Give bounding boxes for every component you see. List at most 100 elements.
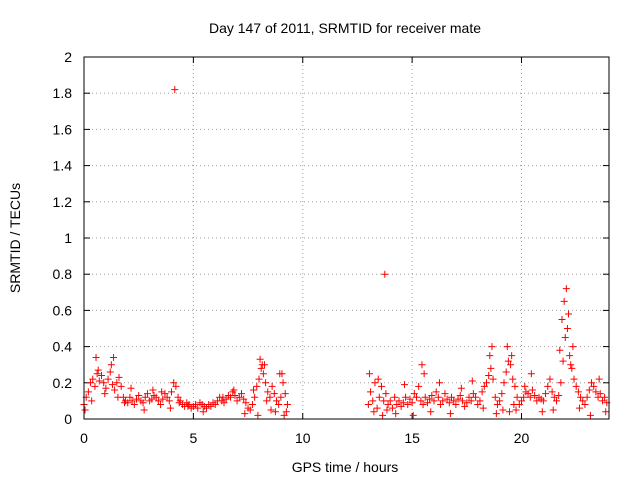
data-point <box>596 390 604 398</box>
data-point <box>581 401 589 409</box>
data-point <box>95 377 103 385</box>
data-point <box>583 393 591 401</box>
data-point <box>474 401 482 409</box>
data-point <box>437 401 445 409</box>
y-tick-label: 0.6 <box>53 302 73 318</box>
data-point <box>130 401 138 409</box>
y-tick-label: 1.8 <box>53 85 73 101</box>
data-point <box>211 401 219 409</box>
data-point <box>117 382 125 390</box>
data-point <box>592 388 600 396</box>
data-point <box>485 372 493 380</box>
data-point <box>439 397 447 405</box>
data-point <box>383 406 391 414</box>
data-point <box>577 393 585 401</box>
data-point <box>392 410 400 418</box>
plot-frame <box>83 56 610 420</box>
data-point <box>148 395 156 403</box>
data-point <box>430 397 438 405</box>
chart-title: Day 147 of 2011, SRMTID for receiver mat… <box>209 20 481 36</box>
data-point <box>375 393 383 401</box>
data-point <box>388 404 396 412</box>
data-point <box>450 397 458 405</box>
data-point <box>165 397 173 405</box>
data-point <box>240 395 248 403</box>
data-point <box>570 375 578 383</box>
data-point <box>238 390 245 398</box>
data-point <box>161 390 169 398</box>
data-point <box>418 361 426 369</box>
data-point <box>256 355 264 363</box>
data-point <box>493 401 501 409</box>
data-point <box>158 388 166 396</box>
y-tick-label: 1.2 <box>53 194 73 210</box>
data-point <box>595 375 603 383</box>
data-point <box>585 386 593 394</box>
data-point <box>559 357 567 365</box>
data-point <box>454 395 462 403</box>
data-point <box>561 334 569 342</box>
data-point <box>93 370 101 378</box>
data-point <box>168 388 175 396</box>
data-point <box>192 401 200 409</box>
data-point <box>435 379 443 387</box>
data-point <box>472 393 480 401</box>
data-point <box>229 388 237 396</box>
data-point <box>586 411 594 419</box>
data-point <box>510 401 518 409</box>
y-tick-label: 0.8 <box>53 266 73 282</box>
data-point <box>379 411 387 419</box>
data-point <box>154 397 162 405</box>
data-point <box>489 375 497 383</box>
data-point <box>364 401 372 409</box>
data-point <box>251 393 259 401</box>
data-point <box>152 393 160 401</box>
data-point <box>539 397 547 405</box>
data-point <box>369 397 377 405</box>
data-point <box>384 401 392 409</box>
data-point <box>115 373 123 381</box>
data-point <box>502 368 510 376</box>
data-point <box>380 397 388 405</box>
data-point <box>575 404 583 412</box>
data-point <box>445 399 453 407</box>
data-point <box>426 395 434 403</box>
data-point <box>456 391 464 399</box>
data-point <box>143 390 151 398</box>
data-point <box>507 361 515 369</box>
data-point <box>231 391 239 399</box>
x-tick-label: 0 <box>80 430 88 446</box>
data-point <box>172 382 180 390</box>
data-points <box>80 86 611 419</box>
data-point <box>486 352 494 360</box>
data-point <box>393 401 401 409</box>
data-point <box>94 366 102 374</box>
data-point <box>246 406 254 414</box>
data-point <box>267 406 275 414</box>
data-point <box>107 361 115 369</box>
data-point <box>382 390 390 398</box>
data-point <box>397 402 405 410</box>
data-point <box>478 388 486 396</box>
y-tick-label: 0 <box>64 411 72 427</box>
x-tick-label: 20 <box>514 430 530 446</box>
data-point <box>527 370 535 378</box>
data-point <box>594 393 602 401</box>
data-point <box>408 399 416 407</box>
data-point <box>203 404 210 412</box>
data-point <box>126 393 134 401</box>
y-axis-label: SRMTID / TECUs <box>7 183 23 293</box>
data-point <box>120 399 128 407</box>
data-point <box>241 410 249 418</box>
data-point <box>114 393 122 401</box>
data-point <box>504 357 512 365</box>
data-point <box>395 397 403 405</box>
data-point <box>556 346 564 354</box>
data-point <box>598 397 606 405</box>
data-point <box>533 397 541 405</box>
data-point <box>410 390 418 398</box>
data-point <box>548 388 556 396</box>
data-point <box>157 401 165 409</box>
data-point <box>279 379 287 387</box>
data-point <box>467 397 475 405</box>
